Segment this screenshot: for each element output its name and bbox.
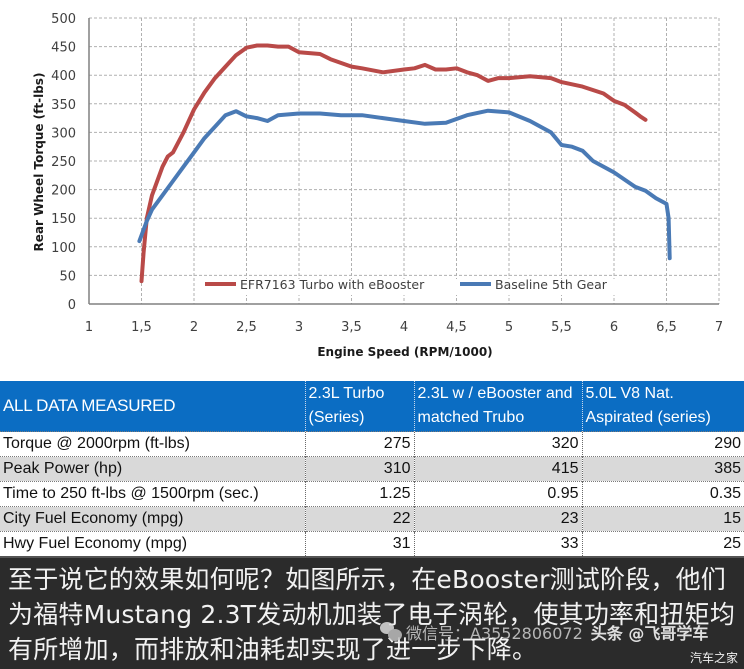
watermark-toutiao: 头条 @飞哥学车: [590, 624, 709, 643]
y-tick-label: 200: [51, 184, 76, 199]
table-header-row: ALL DATA MEASURED 2.3L Turbo (Series) 2.3…: [0, 381, 744, 432]
legend-label-baseline: Baseline 5th Gear: [495, 277, 608, 292]
x-tick-label: 3,5: [341, 320, 362, 335]
legend-label-efr7163: EFR7163 Turbo with eBooster: [240, 277, 425, 292]
chart-grid: [89, 17, 720, 304]
y-tick-label: 350: [51, 98, 76, 113]
chart-series: [137, 43, 672, 284]
watermark: 微信号：A3552806072 头条 @飞哥学车: [380, 620, 708, 644]
header-all-data-measured: ALL DATA MEASURED: [0, 381, 305, 432]
x-axis-title: Engine Speed (RPM/1000): [317, 345, 492, 359]
table-row: Torque @ 2000rpm (ft-lbs) 275 320 290: [0, 431, 744, 457]
x-tick-label: 5,5: [551, 320, 572, 335]
cell-value: 310: [304, 456, 414, 482]
x-tick-label: 3: [295, 320, 303, 335]
y-tick-label: 0: [68, 298, 76, 313]
table-row: City Fuel Economy (mpg) 22 23 15: [0, 506, 744, 532]
header-2-3l-ebooster: 2.3L w / eBooster and matched Trubo: [413, 381, 582, 432]
cell-value: 31: [304, 531, 414, 556]
row-label: Time to 250 ft-lbs @ 1500rpm (sec.): [0, 481, 305, 507]
cell-value: 0.35: [581, 481, 744, 507]
chart-axes: 0 50 100 150 200 250 300 350 400 450 500 1 1,5 2 2,5 3 3…: [51, 12, 723, 335]
x-tick-label: 6: [610, 320, 618, 335]
chart-legend: EFR7163 Turbo with eBooster Baseline 5th…: [202, 277, 632, 295]
cell-value: 275: [304, 431, 414, 457]
cell-value: 15: [581, 506, 744, 532]
x-tick-label: 5: [505, 320, 513, 335]
y-tick-label: 50: [59, 269, 76, 284]
series-line-baseline: [137, 108, 672, 261]
cell-value: 22: [304, 506, 414, 532]
x-tick-label: 1: [85, 320, 93, 335]
watermark-wechat-id: 微信号：A3552806072: [406, 624, 583, 643]
cell-value: 33: [413, 531, 582, 556]
y-axis-title: Rear Wheel Torque (ft-lbs): [32, 73, 46, 252]
y-tick-label: 250: [51, 155, 76, 170]
cell-value: 385: [581, 456, 744, 482]
header-5-0l-v8: 5.0L V8 Nat. Aspirated (series): [581, 381, 744, 432]
x-tick-label: 7: [715, 320, 723, 335]
cell-value: 415: [413, 456, 582, 482]
y-tick-label: 450: [51, 41, 76, 56]
x-tick-label: 4: [400, 320, 408, 335]
table-row: Time to 250 ft-lbs @ 1500rpm (sec.) 1.25…: [0, 481, 744, 507]
x-tick-label: 4,5: [446, 320, 467, 335]
row-label: Peak Power (hp): [0, 456, 305, 482]
x-tick-label: 2: [190, 320, 198, 335]
cell-value: 23: [413, 506, 582, 532]
table-row: Peak Power (hp) 310 415 385: [0, 456, 744, 482]
y-tick-label: 500: [51, 12, 76, 27]
caption-panel: 至于说它的效果如何呢？如图所示，在eBooster测试阶段，他们为福特Musta…: [0, 556, 744, 669]
row-label: Torque @ 2000rpm (ft-lbs): [0, 431, 305, 457]
torque-chart: 0 50 100 150 200 250 300 350 400 450 500 1 1,5 2 2,5 3 3…: [32, 12, 724, 359]
comparison-table: ALL DATA MEASURED 2.3L Turbo (Series) 2.3…: [0, 381, 744, 556]
wechat-icon: [380, 622, 402, 642]
x-tick-label: 2,5: [236, 320, 257, 335]
cell-value: 25: [581, 531, 744, 556]
series-line-efr7163: [139, 43, 648, 284]
table-row: Hwy Fuel Economy (mpg) 31 33 25: [0, 531, 744, 556]
cell-value: 320: [413, 431, 582, 457]
header-2-3l-turbo: 2.3L Turbo (Series): [304, 381, 414, 432]
x-tick-label: 6,5: [656, 320, 677, 335]
y-tick-label: 300: [51, 126, 76, 141]
cell-value: 1.25: [304, 481, 414, 507]
cell-value: 290: [581, 431, 744, 457]
x-tick-label: 1,5: [131, 320, 152, 335]
y-tick-label: 400: [51, 69, 76, 84]
y-tick-label: 150: [51, 212, 76, 227]
caption-text: 至于说它的效果如何呢？如图所示，在eBooster测试阶段，他们为福特Musta…: [8, 565, 736, 664]
row-label: City Fuel Economy (mpg): [0, 506, 305, 532]
row-label: Hwy Fuel Economy (mpg): [0, 531, 305, 556]
chart-canvas: 0 50 100 150 200 250 300 350 400 450 500 1 1,5 2 2,5 3 3…: [32, 12, 723, 359]
cell-value: 0.95: [413, 481, 582, 507]
y-tick-label: 100: [51, 241, 76, 256]
site-watermark: 汽车之家: [689, 651, 738, 665]
